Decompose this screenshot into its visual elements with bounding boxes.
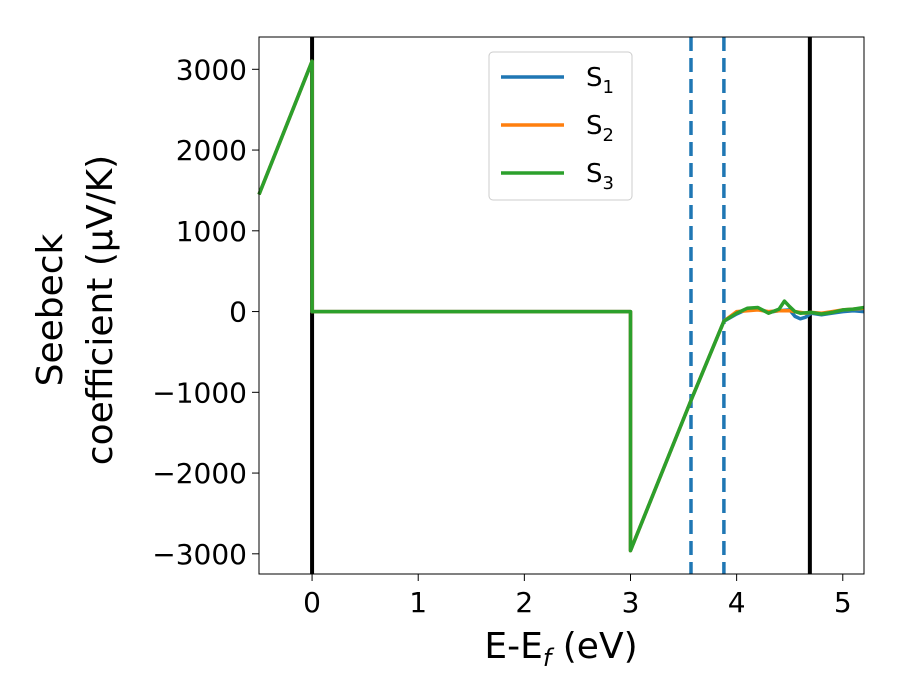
series-line-s3 (257, 59, 865, 553)
y-tick-label: −1000 (152, 376, 247, 409)
x-tick-label: 0 (303, 586, 321, 619)
x-tick-label: 1 (409, 586, 427, 619)
x-axis-ticks: 0 1 2 3 4 5 (303, 574, 852, 619)
plot-frame (258, 36, 865, 575)
legend-label-s1: S1 (586, 63, 614, 98)
y-tick-label: 2000 (176, 134, 247, 167)
legend: S1 S2 S3 (488, 51, 633, 201)
y-axis-label-line1: Seebeck (30, 233, 71, 386)
y-tick-label: 1000 (176, 215, 247, 248)
y-tick-label: 0 (229, 296, 247, 329)
y-axis-label-line2: coefficient (μV/K) (80, 155, 121, 465)
x-tick-label: 2 (515, 586, 533, 619)
y-tick-label: 3000 (176, 53, 247, 86)
y-axis-label: Seebeck coefficient (μV/K) (30, 155, 121, 465)
series-lines (257, 59, 865, 553)
x-axis-label: E-Ef (eV) (484, 626, 637, 672)
x-tick-label: 3 (622, 586, 640, 619)
y-tick-label: −3000 (152, 538, 247, 571)
y-axis-ticks: −3000 −2000 −1000 0 1000 2000 3000 (152, 53, 259, 571)
x-tick-label: 4 (728, 586, 746, 619)
y-tick-label: −2000 (152, 457, 247, 490)
legend-label-s2: S2 (586, 111, 614, 146)
x-tick-label: 5 (834, 586, 852, 619)
legend-label-s3: S3 (586, 159, 614, 194)
